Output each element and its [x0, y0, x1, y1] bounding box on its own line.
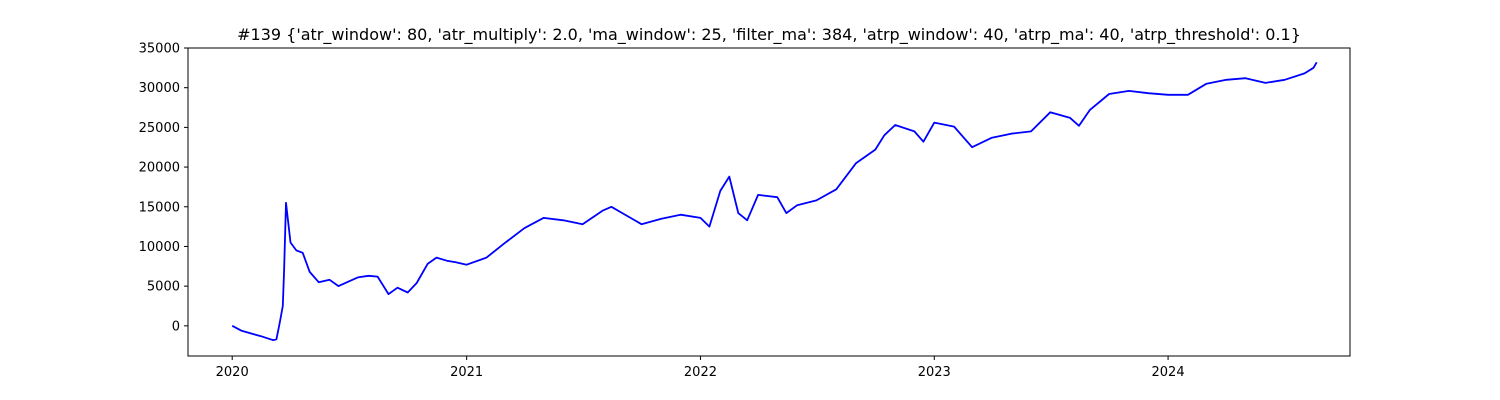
- x-tick-label: 2020: [216, 365, 249, 380]
- y-tick-label: 10000: [139, 240, 180, 255]
- x-tick-label: 2022: [684, 365, 717, 380]
- y-tick-label: 35000: [139, 42, 180, 57]
- x-tick-label: 2024: [1152, 365, 1185, 380]
- y-tick-label: 0: [172, 319, 180, 334]
- plot-frame: [187, 47, 1351, 357]
- y-tick-label: 15000: [139, 200, 180, 215]
- y-tick-label: 25000: [139, 121, 180, 136]
- x-tick-label: 2023: [918, 365, 951, 380]
- y-tick-label: 5000: [147, 280, 180, 295]
- y-tick-label: 30000: [139, 81, 180, 96]
- equity-line: [231, 61, 1318, 342]
- x-axis: 2020 2021 2022 2023 2024: [216, 356, 1185, 380]
- y-axis: 0 5000 10000 15000 20000 25000 30000 35000: [139, 42, 188, 334]
- y-tick-label: 20000: [139, 161, 180, 176]
- x-tick-label: 2021: [450, 365, 483, 380]
- plot-series: [231, 61, 1318, 342]
- chart-title: #139 {'atr_window': 80, 'atr_multiply': …: [237, 25, 1301, 45]
